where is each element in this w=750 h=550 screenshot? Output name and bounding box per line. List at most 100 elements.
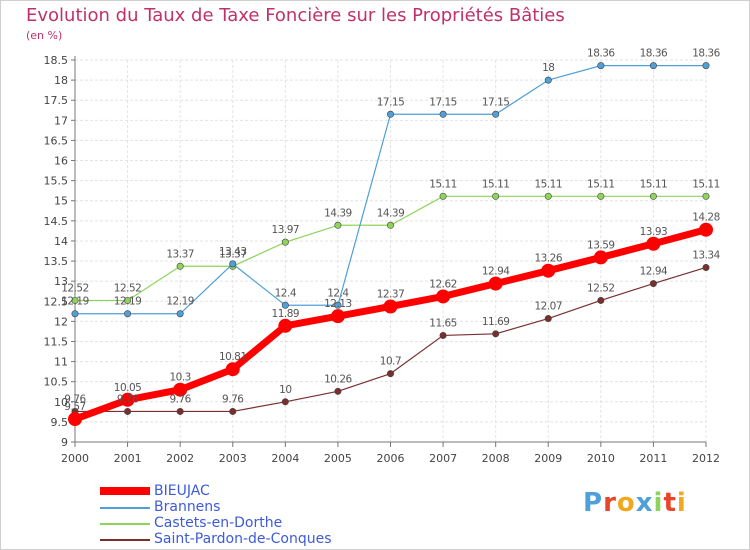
data-point-bieujac [120,392,135,407]
data-point-brannens [702,62,710,70]
y-tick-label: 13 [54,275,68,288]
data-label-saint-pardon-de-conques: 12.52 [587,282,615,294]
y-tick-label: 11.5 [44,335,69,348]
data-label-brannens: 13.43 [219,246,247,258]
y-tick-label: 12.5 [44,295,69,308]
logo-letter: r [603,488,617,518]
y-tick-label: 17.5 [44,94,69,107]
data-label-saint-pardon-de-conques: 10.26 [324,373,352,385]
data-point-saint-pardon-de-conques [229,407,237,415]
data-point-castets-en-dorthe [176,262,184,270]
data-point-saint-pardon-de-conques [649,280,657,288]
x-tick-label: 2001 [114,452,142,465]
legend-swatch-saint-pardon-de-conques [100,539,150,541]
data-label-bieujac: 14.28 [692,212,720,224]
data-point-bieujac [278,318,293,333]
data-point-castets-en-dorthe [124,296,132,304]
data-label-castets-en-dorthe: 15.11 [429,178,457,190]
data-label-castets-en-dorthe: 15.11 [692,178,720,190]
data-point-brannens [544,76,552,84]
data-point-saint-pardon-de-conques [597,296,605,304]
data-point-saint-pardon-de-conques [124,407,132,415]
data-label-saint-pardon-de-conques: 10 [279,384,291,396]
y-tick-label: 16 [54,155,68,168]
y-tick-label: 14 [54,235,68,248]
data-label-saint-pardon-de-conques: 11.69 [482,316,510,328]
data-label-bieujac: 12.13 [324,298,352,310]
data-point-castets-en-dorthe [71,296,79,304]
y-tick-label: 12 [54,315,68,328]
y-tick-label: 11 [54,356,68,369]
data-point-castets-en-dorthe [439,192,447,200]
x-tick-label: 2004 [271,452,299,465]
data-label-brannens: 12.4 [275,287,297,299]
legend-label-bieujac: BIEUJAC [154,483,210,499]
data-point-bieujac [330,309,345,324]
data-label-saint-pardon-de-conques: 12.94 [640,266,668,278]
data-point-brannens [439,110,447,118]
logo-letter: o [616,488,636,518]
legend-label-castets-en-dorthe: Castets-en-Dorthe [154,515,283,531]
legend-swatch-castets-en-dorthe [100,523,150,525]
y-tick-label: 17 [54,114,68,127]
data-point-castets-en-dorthe [492,192,500,200]
data-point-bieujac [436,289,451,304]
data-point-brannens [229,260,237,268]
data-label-brannens: 17.15 [377,96,405,108]
data-point-bieujac [699,222,713,237]
data-label-brannens: 18.36 [587,48,615,60]
x-tick-label: 2003 [219,452,247,465]
data-label-brannens: 12.19 [166,296,194,308]
y-tick-label: 10.5 [44,376,69,389]
y-tick-label: 15 [54,195,68,208]
data-label-bieujac: 12.94 [482,266,510,278]
data-label-saint-pardon-de-conques: 9.76 [169,393,191,405]
data-label-bieujac: 13.93 [640,226,668,238]
data-point-bieujac [541,263,556,278]
data-label-castets-en-dorthe: 15.11 [534,178,562,190]
logo-letter: t [663,488,677,518]
chart-title: Evolution du Taux de Taxe Foncière sur l… [26,5,565,26]
y-tick-label: 18 [54,74,68,87]
data-label-castets-en-dorthe: 15.11 [482,178,510,190]
y-tick-label: 9.5 [51,416,69,429]
data-label-castets-en-dorthe: 12.52 [114,282,142,294]
data-label-castets-en-dorthe: 15.11 [640,178,668,190]
data-point-saint-pardon-de-conques [386,370,394,378]
data-point-brannens [597,62,605,70]
data-point-castets-en-dorthe [281,238,289,246]
data-point-saint-pardon-de-conques [176,407,184,415]
data-point-bieujac [593,250,608,265]
x-tick-label: 2005 [324,452,352,465]
data-point-bieujac [646,236,661,251]
data-point-saint-pardon-de-conques [281,398,289,406]
y-tick-label: 13.5 [44,255,69,268]
data-label-bieujac: 13.59 [587,239,615,251]
data-label-brannens: 12.4 [327,287,349,299]
data-label-saint-pardon-de-conques: 9.76 [64,393,86,405]
data-point-castets-en-dorthe [597,192,605,200]
data-point-bieujac [225,362,240,377]
y-axis-unit: (en %) [26,29,63,42]
logo-letter: i [676,488,687,518]
data-point-bieujac [173,382,188,397]
data-label-castets-en-dorthe: 13.37 [166,248,194,260]
data-point-saint-pardon-de-conques [702,263,710,271]
data-label-castets-en-dorthe: 15.11 [587,178,615,190]
data-point-castets-en-dorthe [334,221,342,229]
x-tick-label: 2007 [429,452,457,465]
data-point-brannens [334,301,342,309]
y-tick-label: 9 [61,436,68,449]
data-point-bieujac [68,412,82,427]
data-label-saint-pardon-de-conques: 13.34 [692,249,720,261]
x-tick-label: 2000 [61,452,89,465]
legend-label-saint-pardon-de-conques: Saint-Pardon-de-Conques [154,531,332,547]
data-label-brannens: 12.19 [61,296,89,308]
data-point-brannens [71,310,79,318]
data-label-bieujac: 9.57 [64,401,85,413]
legend-label-brannens: Brannens [154,499,221,515]
data-point-brannens [386,110,394,118]
y-tick-label: 15.5 [44,175,69,188]
data-point-saint-pardon-de-conques [334,387,342,395]
